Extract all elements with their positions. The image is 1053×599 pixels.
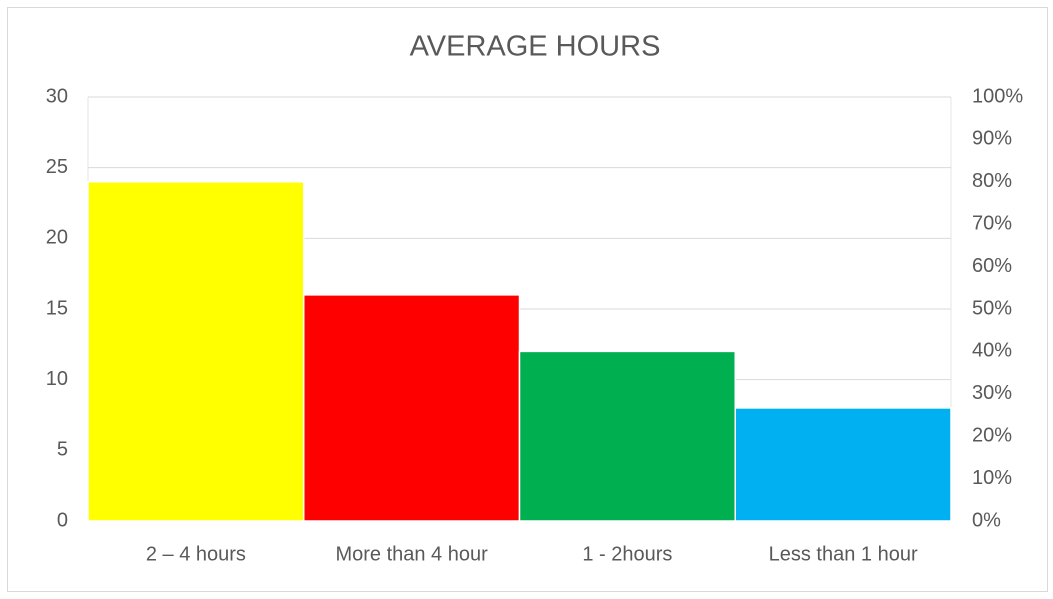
y-tick-label: 20 (46, 227, 68, 249)
y-tick-label: 15 (46, 297, 68, 319)
y2-tick-label: 70% (972, 212, 1012, 234)
y2-tick-label: 30% (972, 382, 1012, 404)
x-tick-label: 1 - 2hours (582, 543, 672, 565)
chart-title: AVERAGE HOURS (410, 31, 661, 63)
y2-tick-label: 10% (972, 467, 1012, 489)
y2-tick-label: 100% (972, 85, 1023, 107)
bar (518, 350, 736, 522)
y-tick-label: 0 (57, 509, 68, 531)
y-tick-label: 10 (46, 368, 68, 390)
bar (87, 181, 305, 522)
y-tick-label: 5 (57, 439, 68, 461)
bar (734, 407, 952, 522)
y2-tick-label: 90% (972, 128, 1012, 150)
y-tick-label: 30 (46, 85, 68, 107)
y2-tick-label: 0% (972, 509, 1001, 531)
y-tick-label: 25 (46, 156, 68, 178)
bar (303, 294, 521, 522)
y2-tick-label: 80% (972, 170, 1012, 192)
y2-tick-label: 20% (972, 424, 1012, 446)
y2-tick-label: 50% (972, 297, 1012, 319)
x-tick-label: More than 4 hour (335, 543, 488, 565)
x-tick-label: 2 – 4 hours (146, 543, 246, 565)
y2-tick-label: 40% (972, 340, 1012, 362)
y2-tick-label: 60% (972, 255, 1012, 277)
x-tick-label: Less than 1 hour (769, 543, 918, 565)
